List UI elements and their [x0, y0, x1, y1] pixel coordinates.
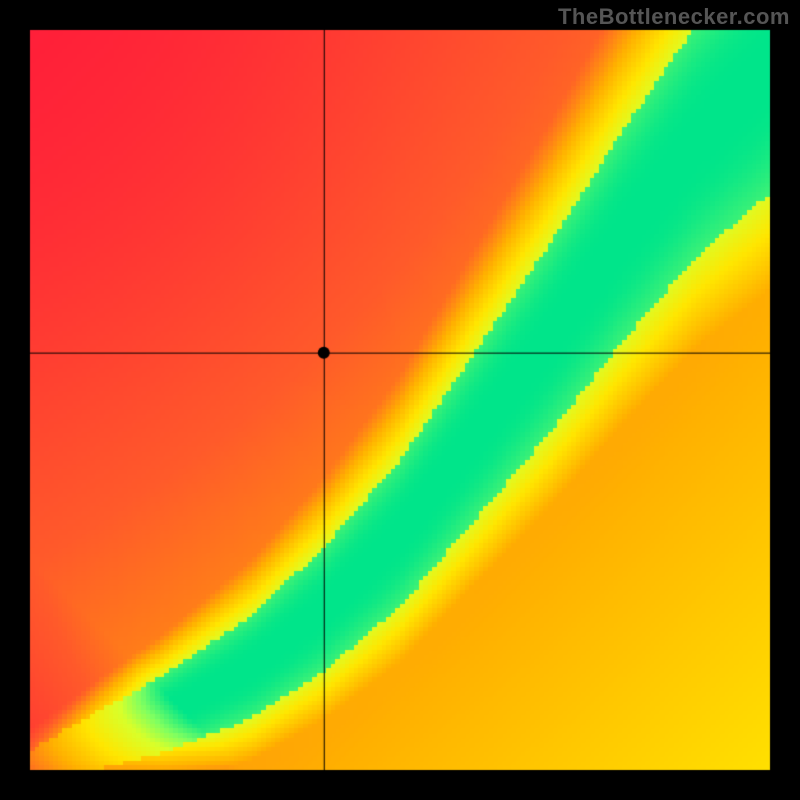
watermark-label: TheBottlenecker.com [558, 4, 790, 30]
chart-container: TheBottlenecker.com [0, 0, 800, 800]
bottleneck-heatmap [0, 0, 800, 800]
